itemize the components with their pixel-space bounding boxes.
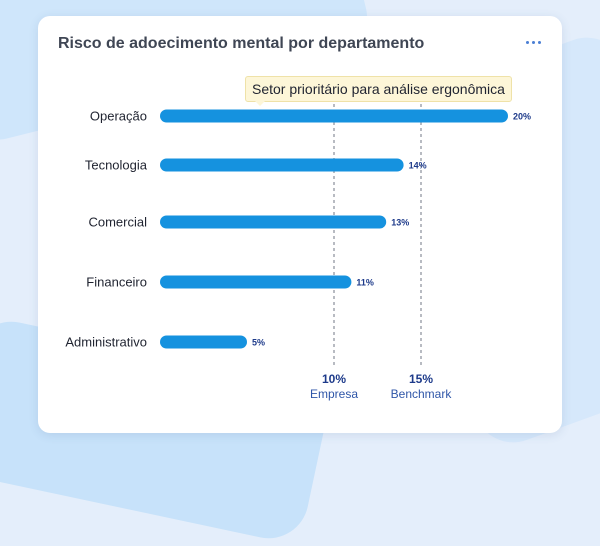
more-horizontal-icon[interactable] [522,32,544,52]
value-label: 5% [252,338,265,348]
bar [160,335,247,349]
callout-pointer [255,101,265,106]
category-label: Comercial [88,215,147,230]
chart-card: Risco de adoecimento mental por departam… [38,16,562,433]
chart-title: Risco de adoecimento mental por departam… [58,35,425,52]
reference-value-label: 15% [409,372,433,386]
bar [160,275,352,289]
value-label: 13% [391,218,409,228]
category-label: Tecnologia [85,158,148,173]
priority-callout: Setor prioritário para análise ergonômic… [245,76,512,102]
bar [160,109,508,123]
category-label: Operação [90,109,147,124]
reference-name-label: Empresa [310,387,358,401]
category-label: Financeiro [86,275,147,290]
value-label: 20% [513,112,531,122]
reference-value-label: 10% [322,372,346,386]
value-label: 11% [356,278,374,288]
reference-name-label: Benchmark [391,387,453,401]
bar [160,215,387,229]
category-label: Administrativo [65,335,147,350]
bar-chart: 10%Empresa 15%Benchmark Operação 20% Tecnolo… [65,92,531,401]
value-label: 14% [409,161,427,171]
bar [160,158,404,172]
